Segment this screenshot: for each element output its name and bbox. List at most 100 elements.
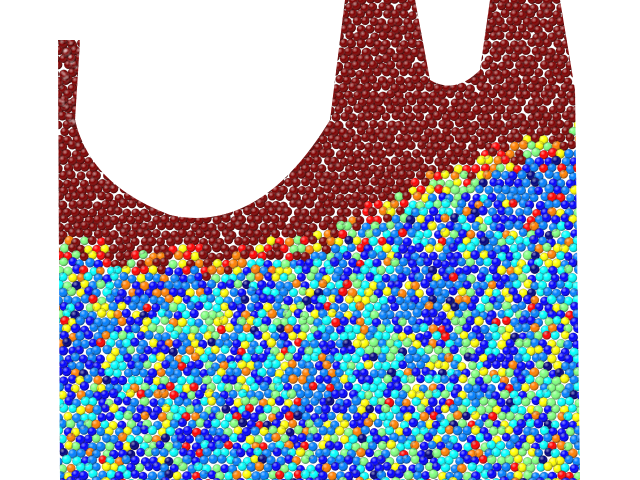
- particle: [58, 244, 61, 256]
- particle-shading: [425, 96, 435, 106]
- particle-shading: [482, 170, 492, 180]
- particle-shading: [372, 82, 382, 92]
- particle-shading: [556, 60, 566, 69]
- particle-shading: [512, 118, 522, 129]
- particle-shading: [304, 215, 314, 224]
- particle-shading: [351, 60, 361, 70]
- particle-shading: [567, 140, 577, 150]
- particle-shading: [370, 46, 380, 57]
- particle-shading: [495, 31, 505, 40]
- particle-shading: [59, 214, 69, 224]
- particle-shading: [412, 191, 422, 201]
- particle-shading: [262, 214, 272, 224]
- particle-shading: [356, 141, 365, 151]
- particle-shading: [436, 149, 446, 159]
- particle-shading: [488, 89, 498, 99]
- particle-shading: [555, 74, 565, 84]
- particle-shading: [476, 140, 486, 150]
- particle-shading: [275, 191, 285, 201]
- particle-shading: [331, 112, 341, 122]
- particle-shading: [345, 31, 354, 40]
- particle-shading: [347, 170, 357, 180]
- particle-shading: [481, 60, 491, 70]
- particle-shading: [491, 169, 502, 180]
- particle-shading: [276, 220, 286, 230]
- particle-shading: [526, 8, 536, 18]
- particle-shading: [564, 149, 574, 159]
- particle-shading: [449, 155, 459, 165]
- particle-shading: [450, 184, 460, 195]
- particle-shading: [441, 198, 451, 209]
- particle-shading: [60, 127, 69, 136]
- particle-shading: [323, 184, 332, 194]
- particle-shading: [364, 185, 375, 195]
- particle-shading: [410, 177, 420, 187]
- particle-shading: [427, 221, 437, 231]
- particle-shading: [512, 16, 522, 26]
- particle-shading: [440, 141, 449, 151]
- particle-shading: [529, 193, 539, 202]
- particle-shading: [533, 96, 544, 107]
- particle-shading: [284, 178, 293, 187]
- particle-shading: [381, 82, 390, 91]
- particle-shading: [544, 169, 554, 179]
- particle-shading: [517, 155, 527, 165]
- particle-shading: [461, 133, 471, 143]
- particle-shading: [556, 133, 566, 143]
- particle-shading: [419, 104, 429, 114]
- particle-shading: [390, 156, 400, 166]
- particle-shading: [351, 1, 362, 11]
- particle-shading: [531, 147, 541, 157]
- particle-shading: [502, 111, 512, 121]
- particle-shading: [391, 184, 400, 194]
- particle-shading: [534, 68, 544, 77]
- particle-shading: [373, 67, 382, 77]
- particle-shading: [97, 191, 107, 201]
- particle-shading: [478, 206, 488, 216]
- particle-shading: [504, 206, 514, 216]
- particle-shading: [534, 38, 544, 48]
- particle-shading: [406, 140, 416, 150]
- particle-shading: [83, 199, 93, 209]
- particle-shading: [399, 199, 409, 208]
- particle-shading: [415, 112, 425, 122]
- particle-shading: [457, 82, 467, 93]
- particle-shading: [267, 206, 277, 216]
- particle-shading: [381, 112, 391, 122]
- particle-shading: [415, 81, 425, 92]
- particle-shading: [370, 177, 380, 186]
- particle-shading: [353, 103, 363, 113]
- particle-shading: [338, 141, 348, 151]
- particle-shading: [504, 60, 514, 70]
- particle-shading: [342, 133, 352, 143]
- particle-shading: [500, 23, 510, 33]
- particle-shading: [508, 198, 518, 208]
- particle-shading: [568, 200, 578, 210]
- particle-shading: [399, 67, 409, 77]
- particle-shading: [339, 171, 349, 181]
- particle-shading: [556, 104, 566, 114]
- particle-shading: [346, 38, 356, 49]
- particle-shading: [517, 170, 527, 180]
- particle-shading: [491, 213, 501, 223]
- particle-shading: [386, 89, 396, 99]
- particle-shading: [454, 118, 465, 128]
- particle-shading: [466, 111, 476, 121]
- particle-shading: [76, 171, 86, 181]
- particle-shading: [564, 220, 574, 231]
- particle-shading: [529, 163, 539, 172]
- particle-shading: [510, 68, 520, 78]
- particle-shading: [517, 97, 526, 107]
- particle-shading: [493, 184, 503, 194]
- particle-shading: [510, 52, 520, 62]
- particle-shading: [157, 221, 166, 231]
- particle-shading: [486, 104, 496, 114]
- particle-shading: [334, 162, 344, 172]
- particle-shading: [347, 198, 358, 209]
- particle-shading: [80, 162, 90, 172]
- particle-shading: [543, 8, 553, 18]
- particle-shading: [304, 156, 314, 166]
- particle-shading: [335, 75, 344, 84]
- particle-shading: [521, 178, 531, 188]
